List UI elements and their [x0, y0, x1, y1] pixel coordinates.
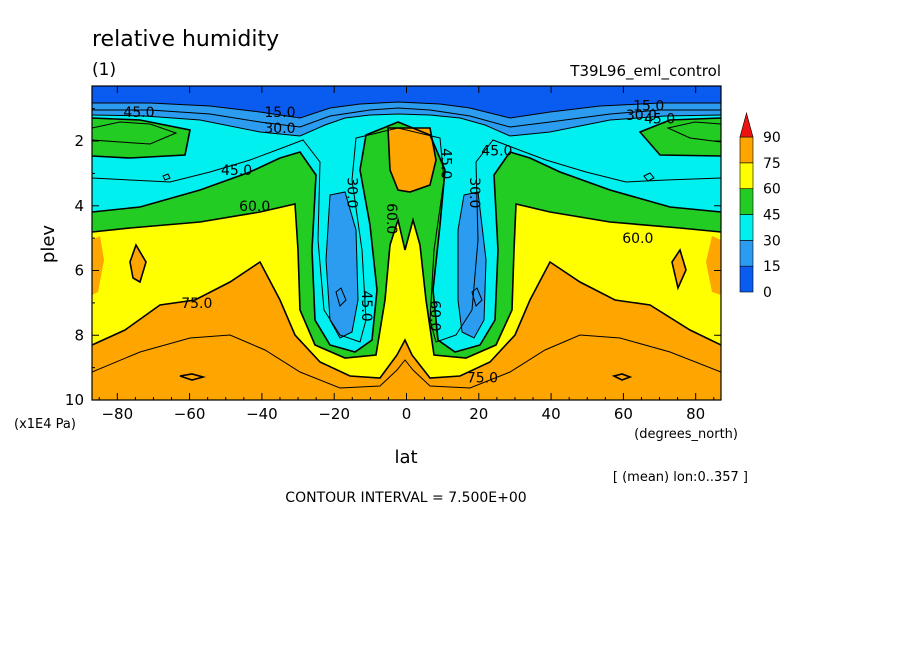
field-core-sh-low — [326, 192, 358, 338]
colorbar-swatch — [739, 240, 754, 267]
isoline-blob-sh-orange — [129, 243, 147, 284]
contour-label: 30.0 — [343, 177, 359, 208]
contour-label: 60.0 — [239, 199, 270, 215]
isoline-45-shelf — [92, 121, 721, 353]
colorbar-swatch — [739, 265, 754, 293]
dataset-label: T39L96_eml_control — [569, 62, 721, 81]
y-axis-units: (x1E4 Pa) — [14, 417, 76, 432]
colorbar-swatch — [739, 136, 754, 164]
colorbar-label: 60 — [763, 182, 781, 198]
y-tick-label: 8 — [74, 326, 84, 344]
field-patch-green-nh-upper — [640, 118, 721, 156]
colorbar-label: 30 — [763, 233, 781, 249]
isoline-75 — [92, 260, 721, 379]
field-band-30-45 — [92, 86, 721, 352]
chart-title: relative humidity — [92, 27, 279, 52]
contour-label: 45.0 — [437, 148, 453, 179]
chart-subtitle: (1) — [92, 60, 116, 80]
field-core-nh-low — [458, 192, 486, 338]
x-tick-label: 40 — [542, 405, 561, 423]
x-tick-label: 20 — [469, 405, 488, 423]
isoline-82 — [92, 334, 721, 389]
contour-label: 45.0 — [644, 111, 675, 127]
isoline-upper-sh-green — [92, 117, 191, 159]
contour-interval-note: CONTOUR INTERVAL = 7.500E+00 — [285, 490, 526, 506]
isoline-nh-pocket — [611, 373, 633, 381]
x-axis-label: lat — [394, 447, 417, 468]
x-tick-label: −40 — [246, 405, 278, 423]
field-patch-orange-sh-edge — [92, 236, 104, 295]
field-patch-orange-nh-edge — [706, 236, 721, 295]
contour-label: 45.0 — [481, 144, 512, 160]
averaging-note: [ (mean) lon:0..357 ] — [613, 470, 748, 485]
contour-label: 45.0 — [221, 163, 252, 179]
isoline-blob-nh-orange — [671, 248, 687, 291]
isoline-sh-pocket — [179, 373, 207, 381]
colorbar-label: 90 — [763, 130, 781, 146]
contour-label: 15.0 — [633, 98, 664, 114]
x-tick-label: 80 — [686, 405, 705, 423]
colorbar-swatch — [739, 162, 754, 189]
isoline-60 — [92, 202, 721, 359]
contour-label: 45.0 — [358, 291, 374, 322]
colorbar-swatch — [739, 188, 754, 215]
contour-label: 75.0 — [467, 370, 498, 386]
x-tick-label: −60 — [174, 405, 206, 423]
contour-label: 15.0 — [264, 105, 295, 121]
colorbar-label: 75 — [763, 156, 781, 172]
contour-label: 60.0 — [622, 231, 653, 247]
x-axis-units: (degrees_north) — [634, 427, 738, 442]
colorbar-label: 0 — [763, 285, 772, 301]
colorbar-over-arrow — [739, 111, 754, 138]
isoline-upper-nh-yellow — [666, 121, 721, 143]
isoline-cell-equator — [387, 127, 437, 193]
contour-label: 60.0 — [426, 300, 442, 331]
isoline-sh-tiny — [162, 173, 171, 181]
y-axis: 2 4 6 8 10 — [65, 108, 721, 409]
isoline-core-nh — [471, 287, 483, 307]
x-tick-label: 0 — [402, 405, 412, 423]
y-axis-label: plev — [38, 225, 59, 264]
contour-label: 30.0 — [264, 121, 295, 137]
contour-labels: 15.030.045.045.060.075.030.060.045.045.0… — [123, 98, 675, 386]
isoline-38 — [325, 191, 359, 339]
field-patch-green-sh-upper — [92, 118, 190, 158]
contour-label: 75.0 — [181, 296, 212, 312]
y-tick-label: 10 — [65, 391, 84, 409]
isoline-upper-sh-yellow — [92, 121, 178, 145]
isoline-nh-tiny — [643, 172, 655, 182]
y-tick-label: 2 — [74, 132, 84, 150]
isoline-15 — [92, 101, 721, 119]
y-tick-label: 4 — [74, 197, 84, 215]
isoline-30 — [92, 113, 721, 137]
colorbar-swatch — [739, 214, 754, 241]
isoline-core-sh — [335, 287, 347, 307]
field-cell-equator — [388, 128, 436, 192]
contour-label: 45.0 — [123, 105, 154, 121]
contour-label: 30.0 — [626, 108, 657, 124]
x-axis: −80 −60 −40 −20 0 20 40 60 80 — [98, 86, 715, 423]
colorbar-label: 15 — [763, 259, 781, 275]
y-tick-label: 6 — [74, 262, 84, 280]
plot-area: 15.030.045.045.060.075.030.060.045.045.0… — [92, 86, 721, 400]
colorbar-label: 45 — [763, 208, 781, 224]
x-tick-label: −20 — [318, 405, 350, 423]
x-tick-label: −80 — [101, 405, 133, 423]
contour-label: 30.0 — [466, 177, 482, 208]
x-tick-label: 60 — [614, 405, 633, 423]
isoline-38-nh — [457, 191, 487, 339]
isoline-22 — [92, 107, 721, 128]
isoline-upper-nh-green — [638, 117, 721, 157]
colorbar: 0 15 30 45 60 75 90 — [739, 111, 781, 301]
contour-label: 60.0 — [383, 203, 399, 234]
